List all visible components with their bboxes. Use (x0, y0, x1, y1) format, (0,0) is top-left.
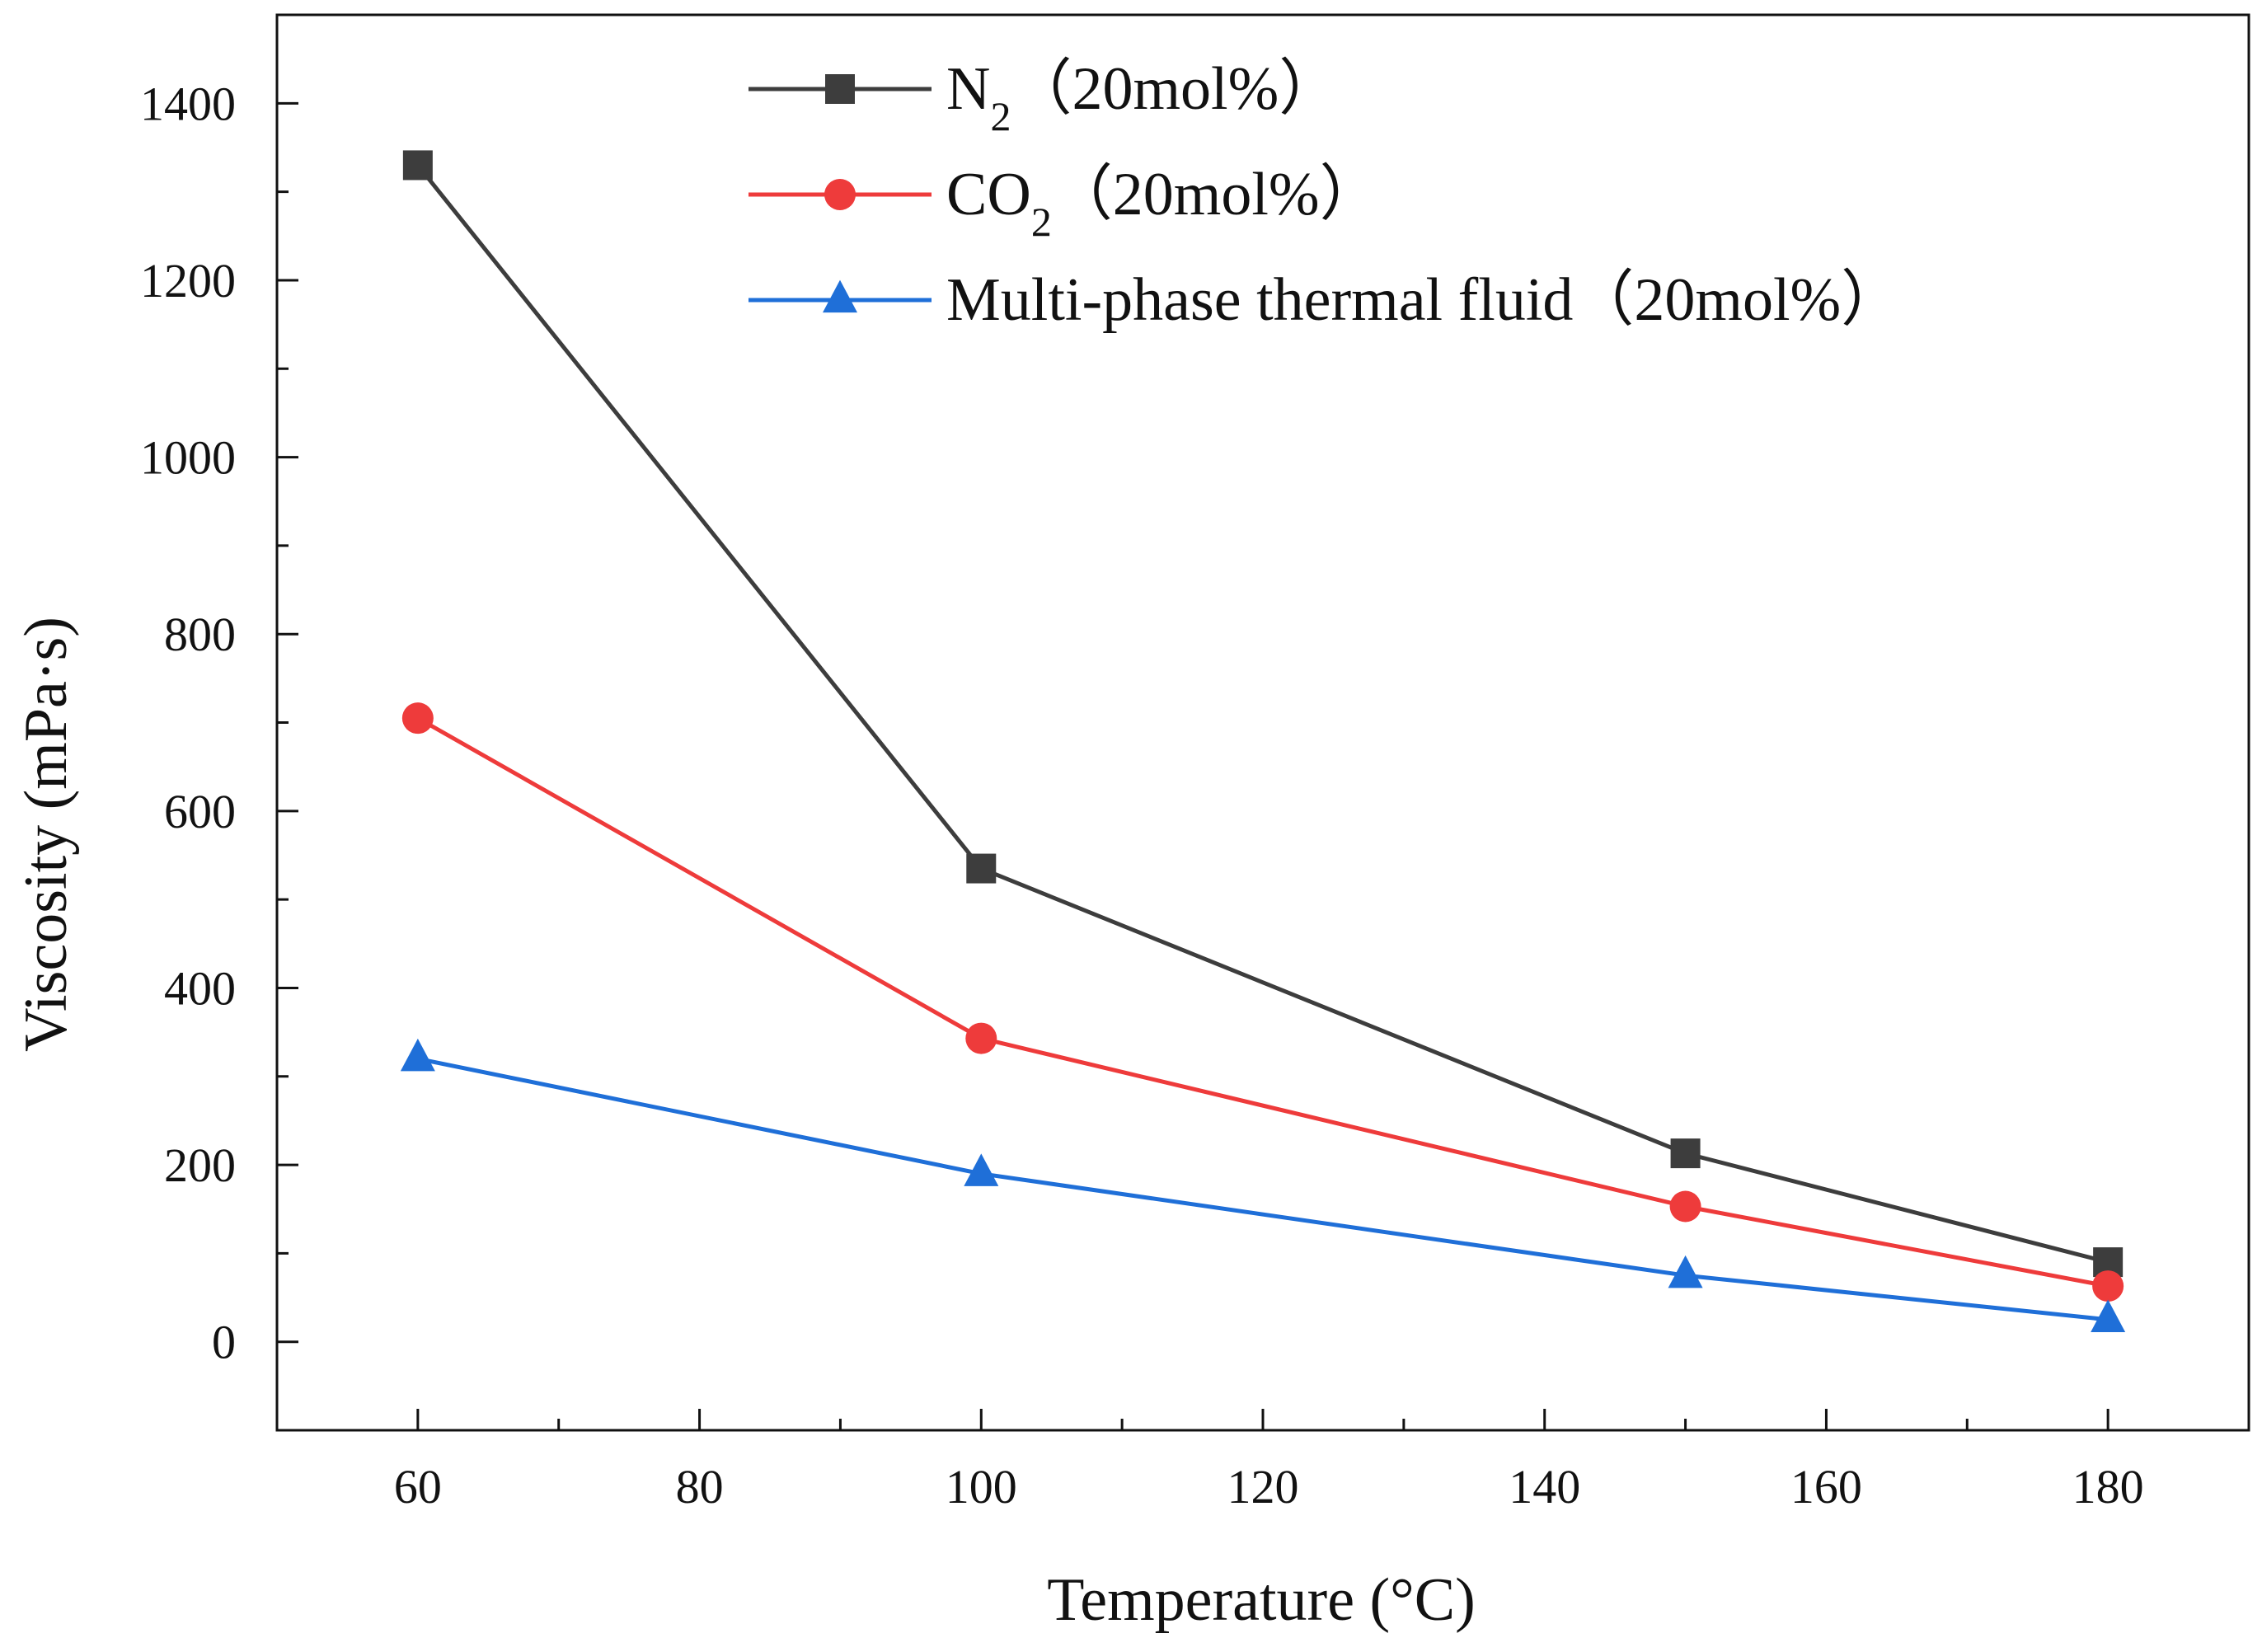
legend-label: CO2（20mol%） (946, 161, 1381, 245)
x-tick-label: 60 (394, 1460, 442, 1514)
y-tick-label: 200 (164, 1138, 236, 1192)
data-point (966, 853, 997, 884)
data-point (1668, 1255, 1703, 1288)
legend-item: N2（20mol%） (749, 55, 1340, 139)
legend-item: CO2（20mol%） (749, 161, 1381, 245)
data-point (2091, 1299, 2126, 1332)
y-tick-label: 800 (164, 608, 236, 661)
series-line (415, 163, 2109, 1265)
series-1 (402, 150, 2124, 1278)
y-tick-label: 400 (164, 961, 236, 1015)
data-point (400, 1038, 435, 1072)
y-axis-title: Viscosity (mPa·s) (12, 617, 80, 1052)
data-point (401, 702, 434, 734)
legend-marker (824, 179, 856, 210)
x-tick-label: 100 (946, 1460, 1017, 1514)
y-tick-label: 1000 (140, 431, 236, 485)
y-tick-label: 600 (164, 785, 236, 838)
y-tick-label: 1400 (140, 77, 236, 130)
x-tick-label: 80 (676, 1460, 724, 1514)
series-2 (401, 702, 2124, 1302)
x-tick-label: 140 (1509, 1460, 1580, 1514)
y-tick-label: 1200 (140, 254, 236, 307)
series-line (416, 716, 2109, 1288)
legend-marker (823, 279, 857, 313)
y-tick-label: 0 (212, 1316, 236, 1369)
legend-label: Multi-phase thermal fluid（20mol%） (946, 266, 1902, 334)
series-3 (400, 1038, 2126, 1332)
legend-item: Multi-phase thermal fluid（20mol%） (749, 266, 1902, 334)
data-point (965, 1022, 997, 1054)
data-point (1669, 1190, 1701, 1223)
legend-marker (825, 74, 855, 104)
data-point (1670, 1138, 1701, 1169)
x-tick-label: 180 (2072, 1460, 2144, 1514)
x-tick-label: 120 (1227, 1460, 1299, 1514)
data-point (2092, 1270, 2124, 1302)
data-point (964, 1153, 999, 1186)
x-tick-label: 160 (1790, 1460, 1862, 1514)
series-line (417, 1056, 2109, 1322)
data-point (402, 150, 433, 181)
legend-label: N2（20mol%） (946, 55, 1340, 139)
x-axis-title: Temperature (°C) (1047, 1566, 1476, 1634)
